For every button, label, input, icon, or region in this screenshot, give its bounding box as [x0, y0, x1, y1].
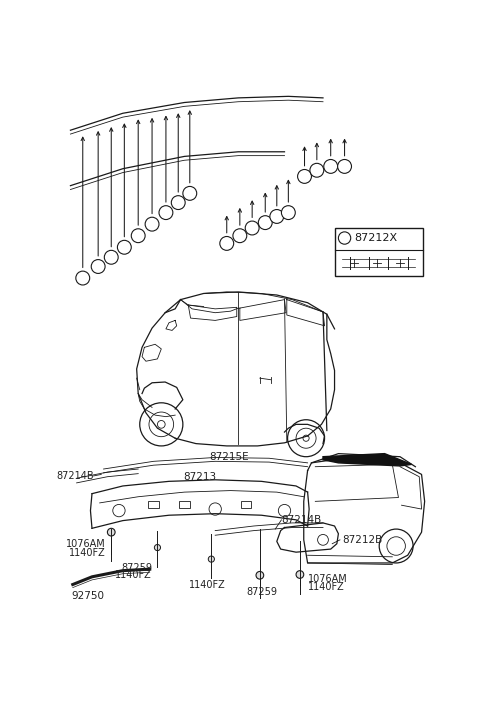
Circle shape [281, 205, 295, 220]
Text: 1140FZ: 1140FZ [308, 582, 344, 592]
Circle shape [76, 271, 90, 285]
Circle shape [298, 170, 312, 183]
Circle shape [220, 237, 234, 250]
Text: 87212B: 87212B [342, 535, 383, 545]
Text: a: a [328, 163, 334, 171]
Text: 87259: 87259 [246, 588, 277, 597]
Text: 87259: 87259 [121, 563, 152, 573]
Text: a: a [163, 208, 168, 217]
Text: a: a [121, 243, 127, 252]
Circle shape [208, 556, 215, 562]
Text: 1140FZ: 1140FZ [189, 580, 226, 590]
Circle shape [296, 570, 304, 578]
Polygon shape [323, 453, 411, 466]
Text: 87215E: 87215E [209, 452, 249, 462]
Circle shape [258, 216, 272, 230]
Text: 1140FZ: 1140FZ [115, 570, 152, 580]
Text: a: a [274, 212, 279, 221]
Text: a: a [342, 234, 348, 243]
Circle shape [145, 217, 159, 231]
Bar [179, 501, 190, 508]
Text: a: a [108, 253, 114, 262]
Text: 87213: 87213 [183, 473, 216, 483]
Text: a: a [237, 232, 242, 240]
Circle shape [108, 528, 115, 536]
Circle shape [183, 186, 197, 200]
Circle shape [270, 210, 284, 223]
Circle shape [159, 205, 173, 220]
Text: 87214B: 87214B [56, 471, 94, 481]
Text: a: a [187, 189, 192, 198]
Circle shape [245, 221, 259, 235]
FancyBboxPatch shape [335, 228, 423, 276]
Circle shape [338, 232, 351, 244]
Text: 87214B: 87214B [281, 515, 322, 525]
Text: a: a [80, 274, 85, 283]
Circle shape [233, 229, 247, 242]
Text: a: a [263, 218, 268, 227]
Circle shape [131, 229, 145, 242]
Circle shape [171, 195, 185, 210]
Text: a: a [250, 224, 255, 233]
Text: a: a [314, 166, 320, 175]
Circle shape [118, 240, 131, 255]
Text: 1076AM: 1076AM [308, 574, 348, 584]
Bar [240, 501, 252, 508]
Circle shape [310, 163, 324, 178]
Circle shape [256, 571, 264, 579]
Circle shape [155, 545, 160, 550]
Circle shape [104, 250, 118, 265]
Bar [148, 501, 159, 508]
Circle shape [337, 160, 351, 173]
Text: a: a [135, 232, 141, 240]
Circle shape [91, 260, 105, 274]
Text: 87212X: 87212X [354, 233, 397, 243]
Text: a: a [96, 262, 101, 272]
Text: a: a [224, 240, 229, 248]
Circle shape [324, 160, 337, 173]
Text: a: a [286, 208, 291, 217]
Text: a: a [342, 163, 348, 171]
Text: 1076AM: 1076AM [66, 540, 106, 550]
Text: a: a [149, 220, 155, 229]
Text: a: a [302, 173, 307, 181]
Text: 92750: 92750 [72, 591, 105, 601]
Text: 1140FZ: 1140FZ [69, 548, 106, 558]
Text: a: a [176, 198, 181, 207]
